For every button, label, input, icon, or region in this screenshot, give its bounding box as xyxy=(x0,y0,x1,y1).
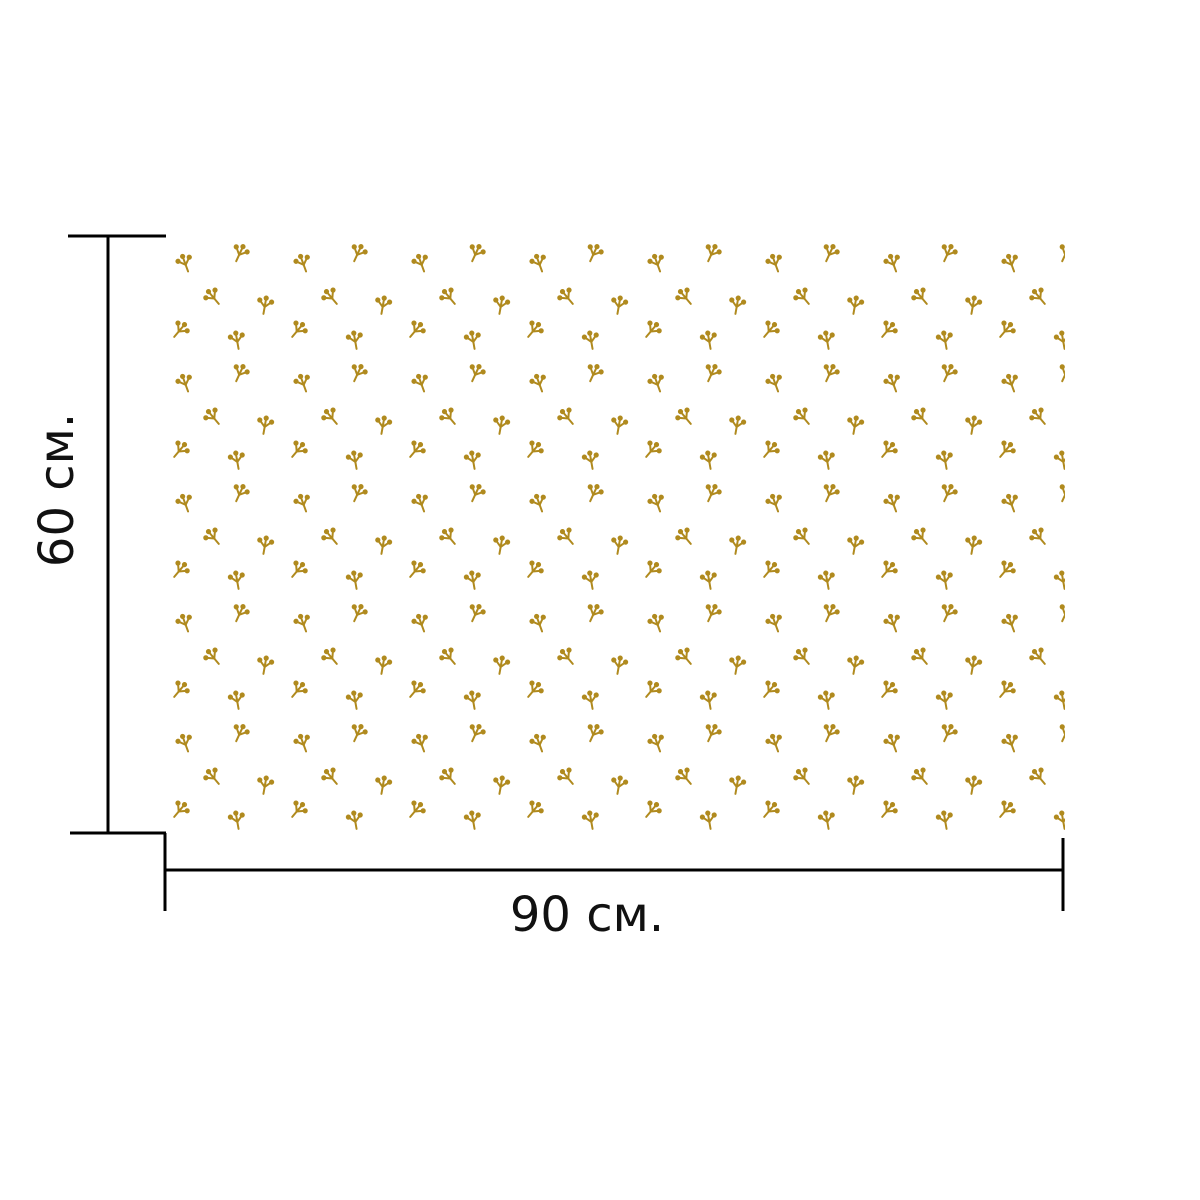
height-dimension xyxy=(68,234,166,835)
width-dimension xyxy=(163,833,1065,911)
fabric-sample xyxy=(165,235,1065,833)
height-label: 60 см. xyxy=(29,413,85,567)
width-label: 90 см. xyxy=(510,887,664,943)
